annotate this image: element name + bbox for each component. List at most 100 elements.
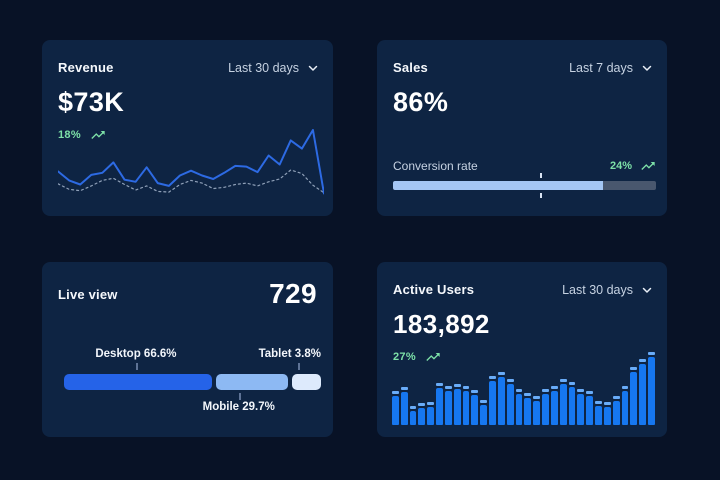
previous-series-line	[58, 169, 324, 194]
bar-body	[542, 394, 549, 425]
progress-fill	[393, 181, 604, 190]
active-users-title: Active Users	[393, 282, 475, 297]
sales-range-dropdown[interactable]: Last 7 days	[569, 61, 653, 75]
daily-users-bar	[436, 383, 443, 425]
bar-cap	[639, 359, 647, 362]
revenue-card-header: Revenue Last 30 days	[42, 40, 333, 75]
bar-cap	[630, 367, 638, 370]
sales-value: 86%	[393, 87, 449, 117]
tablet-tick	[297, 363, 300, 370]
daily-users-bar	[471, 390, 479, 425]
active-users-range-label: Last 30 days	[562, 282, 633, 297]
daily-users-bar	[639, 359, 647, 425]
conversion-rate-label: Conversion rate	[393, 159, 478, 173]
daily-users-bar	[603, 402, 611, 425]
active-users-value: 183,892	[393, 309, 490, 339]
bar-body	[497, 377, 505, 425]
chevron-down-icon	[642, 65, 652, 71]
bar-cap	[436, 383, 443, 386]
conversion-rate-delta: 24%	[610, 158, 656, 174]
revenue-range-dropdown[interactable]: Last 30 days	[228, 61, 319, 75]
desktop-share-label: Desktop 66.6%	[95, 348, 177, 360]
current-series-line	[58, 129, 324, 195]
active-users-range-dropdown[interactable]: Last 30 days	[562, 283, 653, 297]
sales-delta-value: 24%	[609, 160, 632, 172]
mobile-tick	[238, 393, 241, 400]
bar-cap	[462, 386, 470, 389]
revenue-range-label: Last 30 days	[228, 60, 299, 75]
trending-up-icon	[91, 131, 105, 139]
bar-cap	[577, 389, 585, 392]
bar-body	[550, 391, 558, 425]
bar-cap	[418, 403, 426, 406]
bar-body	[515, 394, 523, 425]
chevron-down-icon	[308, 65, 318, 71]
target-marker-bottom	[540, 193, 543, 198]
bar-body	[648, 357, 655, 425]
daily-users-bar	[630, 367, 638, 425]
bar-cap	[533, 396, 541, 399]
bar-body	[444, 391, 452, 425]
bar-cap	[550, 386, 558, 389]
bar-body	[506, 384, 514, 425]
bar-cap	[497, 372, 505, 375]
bar-cap	[480, 400, 488, 403]
daily-users-bar	[489, 376, 496, 425]
daily-users-bar	[586, 391, 594, 425]
sales-card-header: Sales Last 7 days	[377, 40, 667, 75]
bar-cap	[559, 379, 567, 382]
daily-users-bar	[524, 393, 532, 425]
revenue-value: $73K	[58, 87, 125, 117]
daily-users-bar	[418, 403, 426, 425]
daily-users-bar	[453, 384, 461, 425]
trending-up-icon	[641, 162, 655, 170]
live-view-value: 729	[269, 278, 317, 309]
desktop-segment	[64, 374, 212, 390]
bar-cap	[515, 389, 523, 392]
bar-body	[559, 384, 567, 425]
bar-cap	[392, 391, 399, 394]
bar-body	[480, 405, 488, 425]
daily-users-bar	[480, 400, 488, 425]
daily-users-bar	[648, 352, 655, 425]
daily-users-bar	[444, 386, 452, 425]
device-breakdown-chart: Desktop 66.6% Tablet 3.8% Mobile 29.7%	[64, 348, 321, 424]
revenue-title: Revenue	[58, 60, 114, 75]
conversion-rate-row: Conversion rate 24%	[393, 158, 656, 174]
bar-body	[392, 396, 399, 425]
device-stacked-bar	[64, 374, 321, 390]
active-users-delta: 27%	[377, 349, 667, 365]
revenue-delta-value: 18%	[58, 129, 81, 141]
sales-title: Sales	[393, 60, 428, 75]
target-marker-top	[540, 173, 543, 178]
bar-cap	[400, 387, 408, 390]
bar-cap	[427, 402, 435, 405]
daily-users-bar	[577, 389, 585, 425]
bar-cap	[409, 406, 417, 409]
live-view-card: Live view 729 Desktop 66.6% Tablet 3.8% …	[42, 262, 333, 437]
active-users-header: Active Users Last 30 days	[377, 262, 667, 297]
bar-cap	[568, 382, 576, 385]
bar-body	[453, 389, 461, 425]
daily-users-bar	[427, 402, 435, 425]
daily-users-bar	[595, 401, 602, 425]
bar-cap	[453, 384, 461, 387]
daily-users-bar	[497, 372, 505, 425]
bar-body	[400, 392, 408, 425]
tablet-segment	[292, 374, 321, 390]
bar-body	[612, 401, 620, 425]
conversion-progress-bar	[393, 173, 656, 198]
bar-cap	[542, 389, 549, 392]
active-users-delta-value: 27%	[393, 351, 416, 363]
sales-card: Sales Last 7 days 86% Conversion rate 24…	[377, 40, 667, 216]
revenue-line-chart-svg	[58, 129, 324, 195]
trending-up-icon	[426, 353, 440, 361]
bar-body	[577, 394, 585, 425]
bar-cap	[586, 391, 594, 394]
daily-users-bar	[568, 382, 576, 425]
live-view-header: Live view 729	[42, 262, 333, 310]
revenue-delta: 18%	[42, 127, 333, 143]
daily-users-bar	[542, 389, 549, 425]
bar-cap	[506, 379, 514, 382]
bar-cap	[471, 390, 479, 393]
